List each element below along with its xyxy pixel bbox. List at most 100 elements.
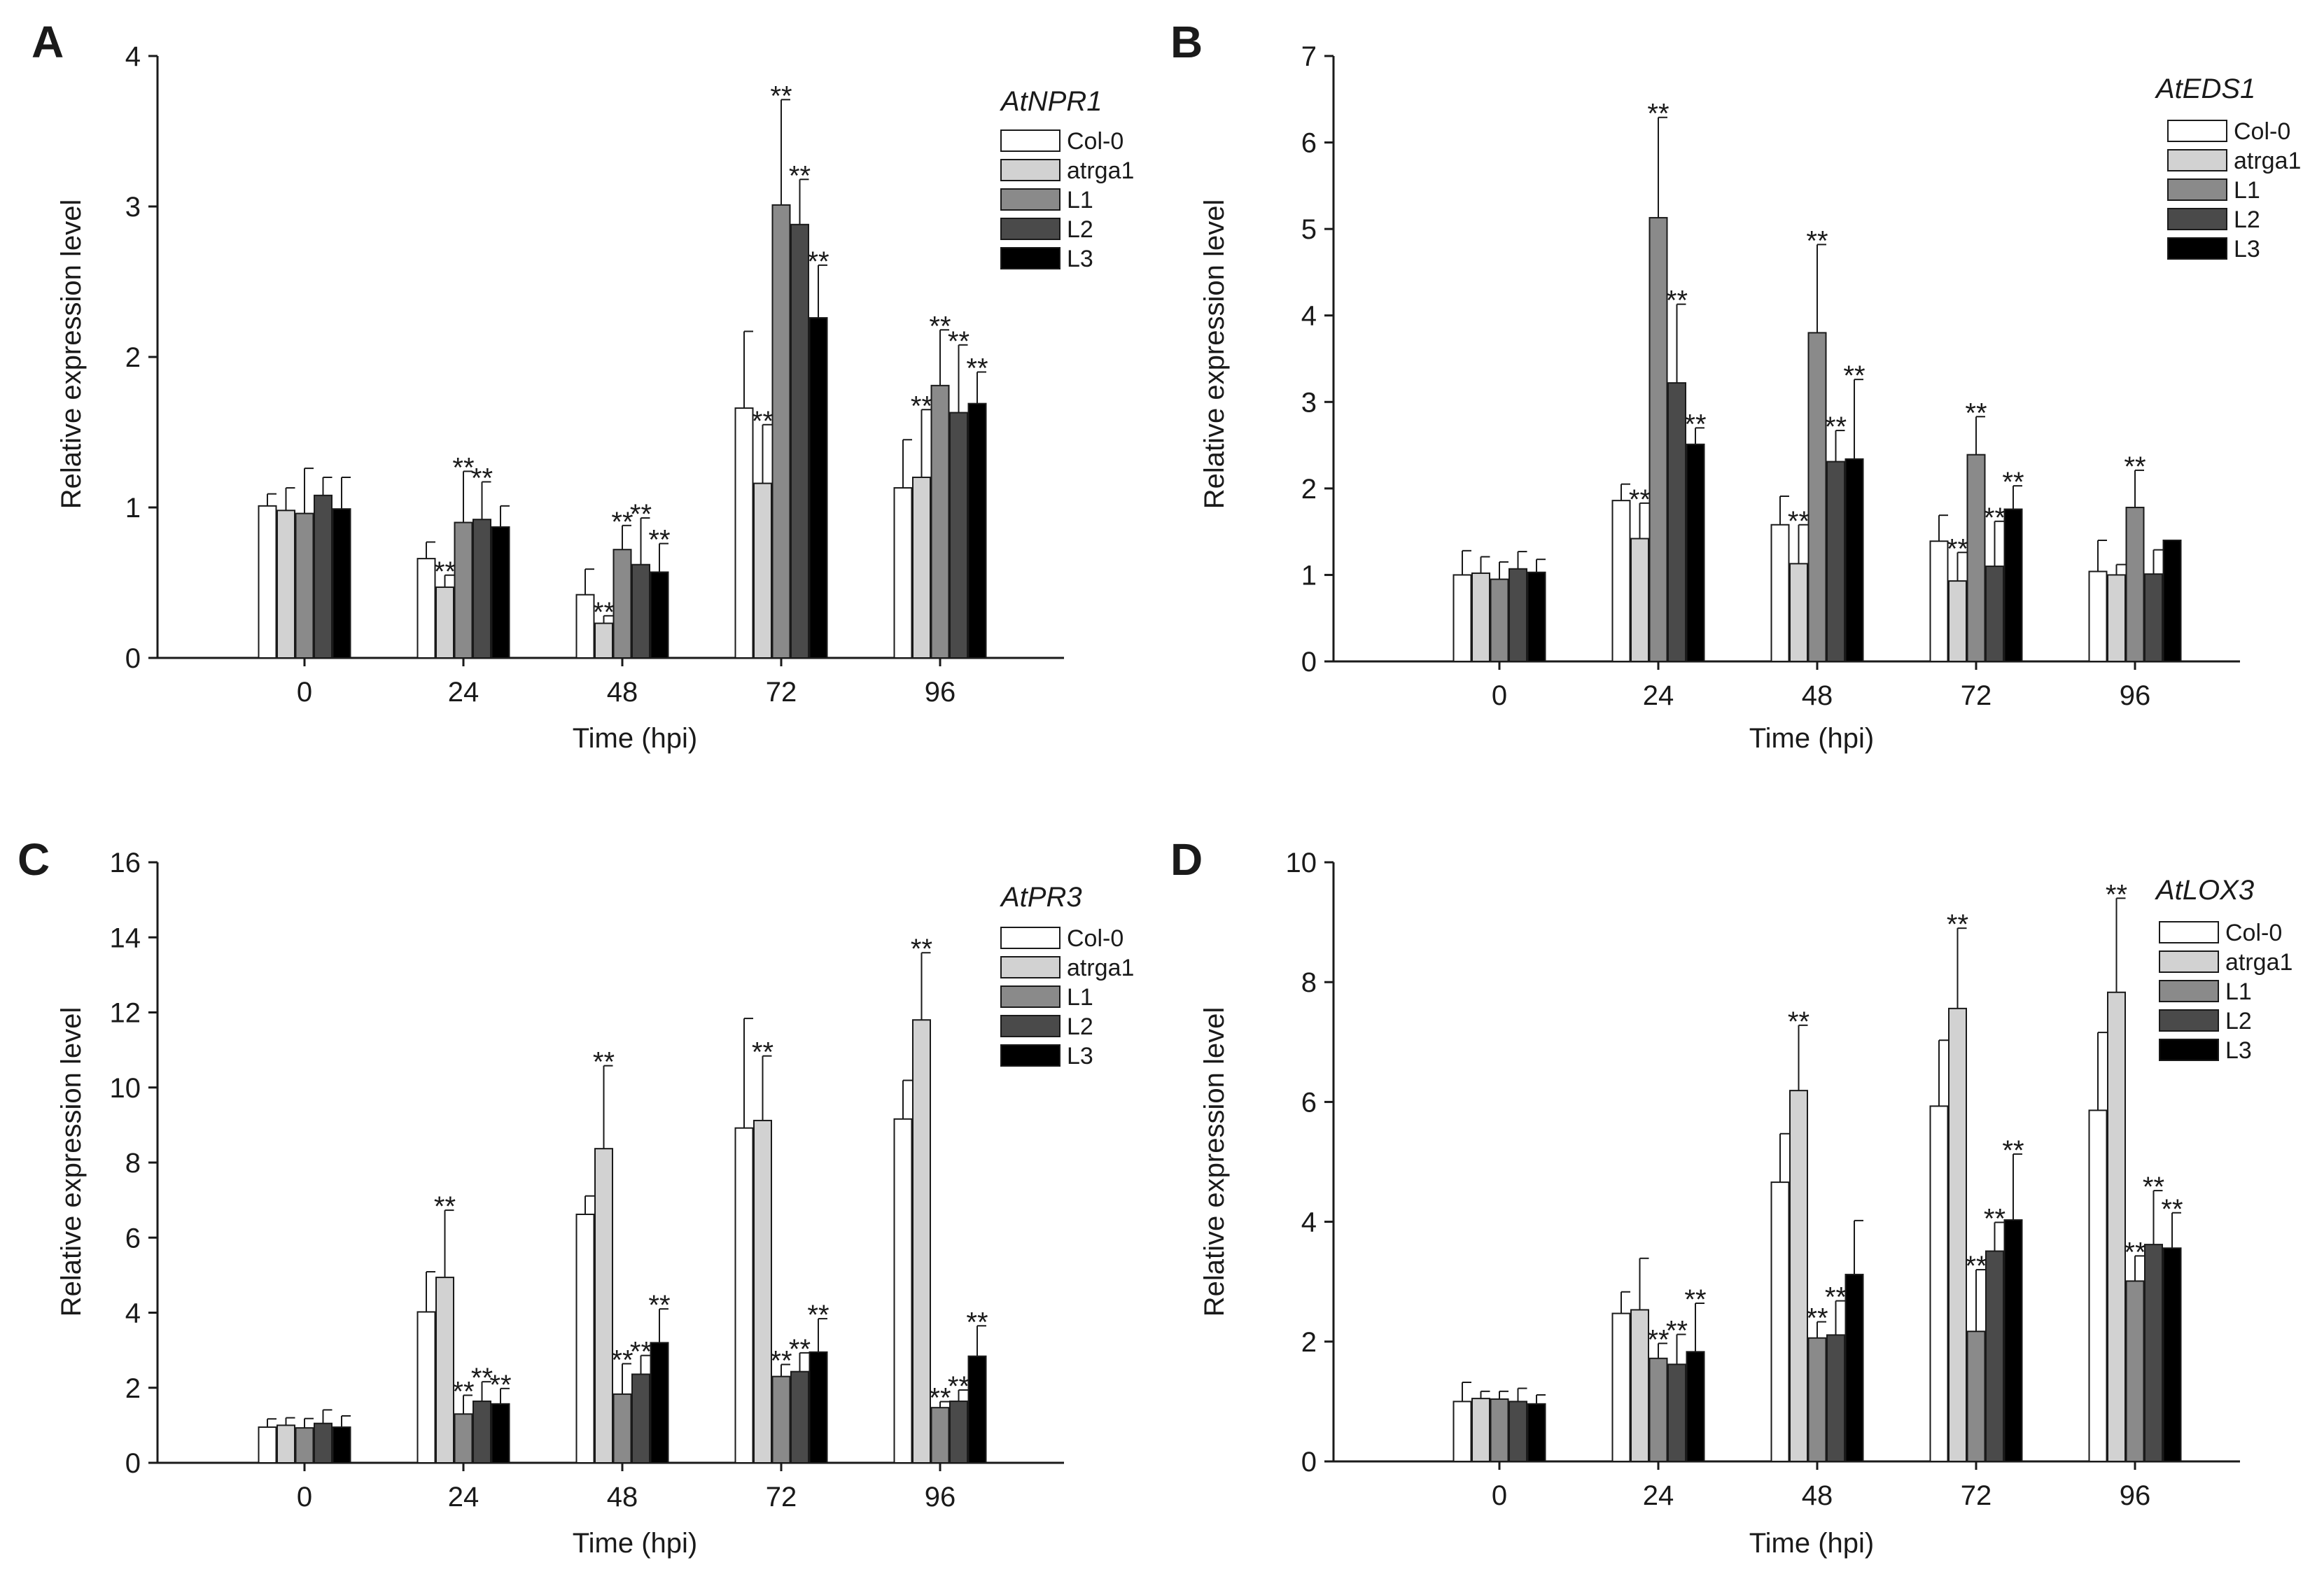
panel-d-bar [1452,1401,1472,1463]
panel-d-x-tick-label: 48 [1802,1480,1833,1511]
panel-d-y-tick-label: 10 [1286,848,1317,878]
panel-a-y-tick-label: 0 [125,643,141,674]
panel-a-xlabel: Time (hpi) [573,723,698,754]
panel-b-y-tick-label: 2 [1301,474,1317,505]
panel-a-legend-label: L3 [1067,246,1093,272]
panel-d-x-tick-label: 24 [1643,1480,1674,1511]
panel-d-significance-mark: ** [2002,1135,2024,1166]
panel-a-bar [967,402,987,659]
panel-d-bar [2144,1244,2163,1463]
panel-b-x-tick-label: 0 [1492,680,1507,711]
panel-c-bar [808,1351,828,1464]
panel-c-x-tick-label: 0 [297,1482,312,1513]
panel-a-ylabel: Relative expression level [56,199,87,509]
panel-b-bar [1471,572,1490,663]
panel-b-bar [1648,217,1668,663]
panel-c-legend-label: L2 [1067,1013,1093,1040]
panel-c-significance-mark: ** [489,1370,511,1401]
panel-a-gene-title: AtNPR1 [1000,86,1102,117]
panel-c-significance-mark: ** [770,1346,792,1377]
panel-c-significance-mark: ** [929,1383,951,1414]
panel-d-y-tick-label: 2 [1301,1327,1317,1358]
panel-c-bar [930,1407,950,1464]
panel-c-bar [949,1401,968,1464]
panel-b-significance-mark: ** [1965,398,1987,428]
panel-d-y-tick-label: 8 [1301,967,1317,998]
panel-a-significance-mark: ** [770,80,792,111]
panel-a-legend-label: Col-0 [1067,128,1124,155]
panel-d-significance-mark: ** [2124,1237,2146,1268]
panel-b-significance-mark: ** [1984,503,2005,533]
panel-a-bar [949,412,968,659]
panel-c-significance-mark: ** [593,1047,615,1078]
panel-b-y-tick-label: 5 [1301,214,1317,245]
panel-c-bar [734,1127,754,1464]
panel-d-bar [1667,1363,1686,1462]
panel-d-xlabel: Time (hpi) [1749,1528,1875,1559]
panel-a-legend-label: atrga1 [1067,157,1134,184]
panel-d-bar [1789,1090,1808,1462]
panel-a-bar [258,505,277,659]
panel-c-ylabel: Relative expression level [56,1007,87,1317]
panel-a-bar [332,508,351,659]
panel-b-legend-label: atrga1 [2234,148,2301,174]
panel-d-legend-swatch [2159,1039,2219,1061]
panel-d-legend-label: L1 [2225,978,2252,1005]
panel-c-bar [454,1413,473,1464]
panel-b-xlabel: Time (hpi) [1749,723,1875,754]
panel-b-significance-mark: ** [1629,484,1651,515]
panel-c-bar [435,1277,454,1464]
panel-a-bar [734,407,754,659]
panel-c-bar [650,1342,669,1464]
panel-d-bar [2088,1109,2108,1463]
panel-a-bar [472,519,491,659]
panel-a-bar [612,549,632,659]
panel-b-legend-swatch [2167,149,2227,171]
panel-a-significance-mark: ** [611,507,633,538]
panel-b-bar [1789,563,1808,662]
panel-c-significance-mark: ** [434,1191,456,1222]
panel-d-bar [1630,1309,1649,1462]
panel-c-y-tick-label: 16 [110,848,141,878]
panel-a-legend-label: L1 [1067,187,1093,213]
panel-c-y-tick-label: 2 [125,1373,141,1404]
panel-a-y-tick-label: 2 [125,342,141,373]
panel-c-bar [631,1373,650,1464]
panel-c-bar [753,1119,772,1464]
panel-c-legend-label: L1 [1067,984,1093,1011]
panel-b-significance-mark: ** [2002,467,2024,498]
panel-b-y-tick-label: 0 [1301,647,1317,678]
panel-a-bar [454,521,473,659]
panel-a-bar [771,204,791,659]
panel-c-significance-mark: ** [966,1307,988,1338]
panel-c-xlabel: Time (hpi) [573,1528,698,1559]
panel-c-bar [472,1401,491,1464]
panel-d-significance-mark: ** [1788,1006,1809,1037]
panel-a-significance-mark: ** [948,326,969,357]
panel-d-legend-label: L3 [2225,1037,2252,1064]
panel-d-legend-swatch [2159,950,2219,973]
panel-d-bar [1966,1331,1986,1463]
panel-d-y-tick-label: 0 [1301,1447,1317,1478]
panel-c-y-tick-label: 6 [125,1223,141,1254]
panel-c-y-tick-label: 4 [125,1298,141,1329]
panel-b-bar [1844,458,1864,662]
panel-b-bar [1929,540,1949,662]
panel-b-legend-swatch [2167,208,2227,230]
panel-a-significance-mark: ** [752,406,774,437]
panel-a-bar [491,526,510,659]
panel-a-significance-mark: ** [789,160,811,191]
panel-a-letter: A [31,17,64,67]
panel-b-plot: 0 1 2 3 4 5 6 7 0 24 48 72 96 ** ** ** ** ** ** ** ** ** ** ** *… [1301,41,2302,711]
panel-b-bar [1490,578,1509,662]
panel-c-y-tick-label: 12 [110,998,141,1029]
panel-d-bar [1948,1007,1967,1462]
panel-d-gene-title: AtLOX3 [2155,875,2254,906]
panel-d-x-tick-label: 96 [2120,1480,2151,1511]
panel-b-x-tick-label: 24 [1643,680,1674,711]
panel-c-letter: C [18,834,50,885]
panel-c-legend-swatch [1000,927,1060,949]
panel-c-bar [276,1424,295,1464]
panel-b-bar [1611,500,1631,663]
panel-b-significance-mark: ** [1843,360,1865,391]
